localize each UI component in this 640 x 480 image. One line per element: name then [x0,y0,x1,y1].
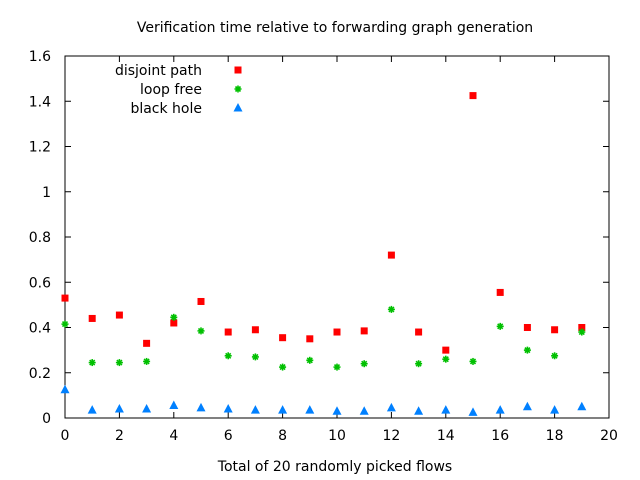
point-disjoint-path [115,311,123,319]
point-loop-free [469,357,477,365]
y-tick-label: 1.2 [29,140,51,156]
y-tick-label: 1.6 [29,49,51,65]
point-black-hole [60,384,70,394]
point-black-hole [305,405,315,414]
point-loop-free [88,359,96,367]
x-tick-label: 4 [169,428,178,444]
point-disjoint-path [442,346,450,354]
point-disjoint-path [279,334,287,342]
legend-marker-loop-free [234,85,242,93]
x-axis-label: Total of 20 randomly picked flows [217,459,452,475]
point-loop-free [115,359,123,367]
x-tick-label: 18 [546,428,564,444]
point-loop-free [251,353,259,361]
y-tick-label: 0.6 [29,275,51,291]
legend-label-disjoint-path: disjoint path [115,63,202,79]
point-loop-free [523,346,531,354]
point-black-hole [468,407,478,416]
x-tick-label: 20 [600,428,618,444]
point-disjoint-path [306,335,314,343]
x-tick-label: 10 [328,428,346,444]
point-disjoint-path [415,328,423,336]
point-black-hole [441,405,451,414]
point-black-hole [495,405,505,414]
point-loop-free [496,322,504,330]
y-tick-label: 0.4 [29,321,51,337]
legend-label-black-hole: black hole [130,101,202,117]
point-disjoint-path [360,327,368,335]
point-loop-free [551,352,559,360]
point-loop-free [224,352,232,360]
y-tick-label: 1.4 [29,94,51,110]
point-disjoint-path [523,324,531,331]
point-loop-free [143,357,151,365]
point-disjoint-path [578,324,586,331]
point-disjoint-path [88,314,96,322]
point-loop-free [387,305,395,313]
point-black-hole [550,405,560,414]
point-disjoint-path [551,326,559,334]
point-black-hole [142,403,152,413]
point-black-hole [250,405,260,414]
x-tick-label: 8 [278,428,287,444]
point-loop-free [197,327,205,335]
y-tick-label: 1 [42,185,51,201]
x-tick-label: 6 [224,428,233,444]
x-tick-label: 0 [61,428,70,444]
point-loop-free [170,313,178,321]
point-black-hole [169,400,179,410]
point-loop-free [279,363,287,371]
point-disjoint-path [143,339,151,347]
point-loop-free [415,360,423,368]
point-loop-free [360,360,368,368]
y-tick-label: 0.2 [29,366,51,382]
point-black-hole [196,402,206,412]
axis-ticks [64,55,610,419]
point-black-hole [332,406,342,415]
point-black-hole [223,403,233,413]
point-black-hole [577,401,587,411]
point-disjoint-path [197,297,205,305]
point-black-hole [386,402,396,412]
y-tick-label: 0 [42,411,51,427]
point-loop-free [333,363,341,371]
x-tick-label: 2 [115,428,124,444]
point-disjoint-path [224,328,232,336]
point-loop-free [578,328,586,336]
legend-marker-disjoint-path [234,66,242,74]
point-black-hole [522,401,532,411]
chart-title: Verification time relative to forwarding… [137,20,533,36]
point-loop-free [61,320,69,328]
legend-marker-black-hole [233,103,243,112]
x-tick-label: 12 [382,428,400,444]
point-disjoint-path [333,328,341,336]
legend-label-loop-free: loop free [140,82,202,98]
point-disjoint-path [251,326,259,334]
point-black-hole [278,405,288,414]
point-disjoint-path [170,319,178,327]
y-tick-label: 0.8 [29,230,51,246]
x-tick-label: 16 [491,428,509,444]
point-disjoint-path [61,294,69,302]
point-black-hole [87,405,97,414]
point-loop-free [442,355,450,363]
legend: disjoint path loop free black hole [115,63,243,117]
point-disjoint-path [469,92,477,100]
point-black-hole [359,406,369,415]
point-disjoint-path [496,288,504,296]
x-tick-label: 14 [437,428,455,444]
tick-labels: 0 2 4 6 8 10 12 14 16 18 20 0 0.2 0.4 0.6 0.8 1 1.2 1.4 1.6 [29,49,618,444]
point-black-hole [114,403,124,413]
point-loop-free [306,356,314,364]
data-points [60,92,587,416]
point-disjoint-path [387,251,395,259]
point-black-hole [414,406,424,415]
